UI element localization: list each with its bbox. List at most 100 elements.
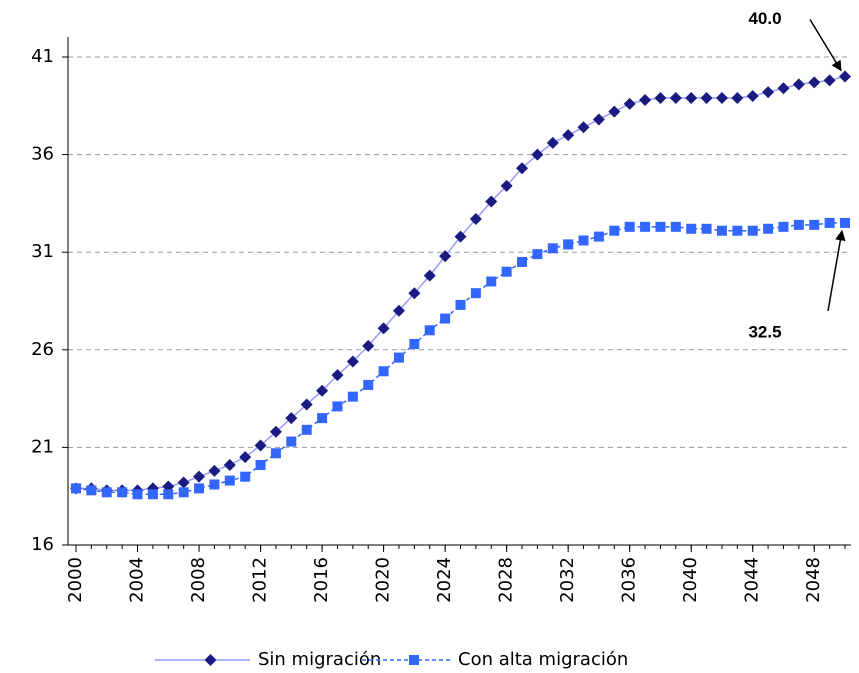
data-point — [777, 82, 790, 95]
data-point — [254, 439, 267, 452]
data-point — [701, 223, 712, 234]
data-point — [485, 195, 498, 208]
data-point — [469, 213, 482, 226]
data-point — [792, 78, 805, 91]
data-point — [439, 250, 452, 263]
legend-label: Sin migración — [258, 649, 381, 670]
x-tick-label: 2024 — [434, 557, 455, 603]
data-point — [809, 219, 820, 230]
data-point — [392, 304, 405, 317]
x-tick-label: 2044 — [742, 557, 763, 603]
data-point — [363, 379, 374, 390]
data-point — [516, 162, 529, 175]
data-point — [531, 148, 544, 161]
data-point — [101, 487, 112, 498]
legend-label: Con alta migración — [458, 649, 628, 670]
data-point — [592, 113, 605, 126]
data-point — [501, 266, 512, 277]
data-point — [317, 413, 328, 424]
y-tick-label: 31 — [31, 241, 54, 262]
data-point — [655, 221, 666, 232]
data-point — [840, 217, 850, 228]
x-tick-label: 2016 — [311, 557, 332, 603]
data-point — [577, 121, 590, 134]
data-point — [823, 74, 836, 87]
y-tick-label: 21 — [31, 436, 54, 457]
data-point — [578, 235, 589, 246]
data-point — [547, 243, 558, 254]
x-tick-label: 2028 — [496, 557, 517, 603]
x-tick-label: 2040 — [680, 557, 701, 603]
annotation: 32.5 — [748, 322, 781, 341]
data-point — [609, 225, 620, 236]
data-point — [455, 299, 466, 310]
data-point — [793, 219, 804, 230]
data-point — [824, 217, 835, 228]
data-point — [408, 287, 421, 300]
data-point — [563, 239, 574, 250]
data-point — [300, 398, 313, 411]
data-point — [778, 221, 789, 232]
x-tick-label: 2000 — [65, 557, 86, 603]
y-tick-label: 41 — [31, 46, 54, 67]
data-point — [639, 93, 652, 106]
data-point — [640, 221, 651, 232]
data-point — [746, 90, 759, 103]
data-point — [440, 313, 451, 324]
data-point — [762, 86, 775, 99]
data-point — [223, 458, 236, 471]
data-point — [669, 91, 682, 104]
data-point — [608, 105, 621, 118]
y-tick-label: 26 — [31, 339, 54, 360]
data-point — [470, 288, 481, 299]
data-point — [377, 322, 390, 335]
data-point — [732, 225, 743, 236]
data-point — [347, 391, 358, 402]
data-point — [654, 91, 667, 104]
data-point — [224, 475, 235, 486]
data-point — [393, 352, 404, 363]
y-tick-label: 36 — [31, 144, 54, 165]
data-point — [316, 384, 329, 397]
data-point — [486, 276, 497, 287]
data-point — [562, 129, 575, 142]
x-tick-label: 2048 — [803, 557, 824, 603]
legend-marker — [409, 655, 419, 665]
data-point — [454, 230, 467, 243]
data-point — [623, 97, 636, 110]
series-line — [76, 75, 846, 492]
data-point — [378, 366, 389, 377]
data-point — [132, 489, 143, 500]
data-point — [424, 325, 435, 336]
data-point — [362, 339, 375, 352]
x-tick-label: 2004 — [127, 557, 148, 603]
annotation-arrow — [809, 19, 842, 72]
x-tick-label: 2032 — [557, 557, 578, 603]
data-point — [839, 70, 851, 83]
data-point — [423, 269, 436, 282]
x-tick-label: 2008 — [188, 557, 209, 603]
data-point — [686, 223, 697, 234]
data-point — [117, 487, 128, 498]
data-point — [255, 459, 266, 470]
data-point — [269, 425, 282, 438]
legend-marker — [204, 654, 217, 666]
data-point — [670, 221, 681, 232]
data-point — [147, 489, 158, 500]
data-point — [194, 483, 205, 494]
data-point — [716, 225, 727, 236]
data-point — [808, 76, 821, 89]
data-point — [546, 136, 559, 149]
data-point — [208, 464, 221, 477]
data-point — [593, 231, 604, 242]
annotation-arrow — [827, 229, 846, 312]
data-point — [346, 355, 359, 368]
annotation: 40.0 — [748, 9, 781, 28]
data-point — [240, 471, 251, 482]
data-point — [331, 369, 344, 382]
data-point — [163, 489, 174, 500]
data-point — [71, 483, 81, 494]
x-tick-label: 2036 — [619, 557, 640, 603]
data-point — [763, 223, 774, 234]
